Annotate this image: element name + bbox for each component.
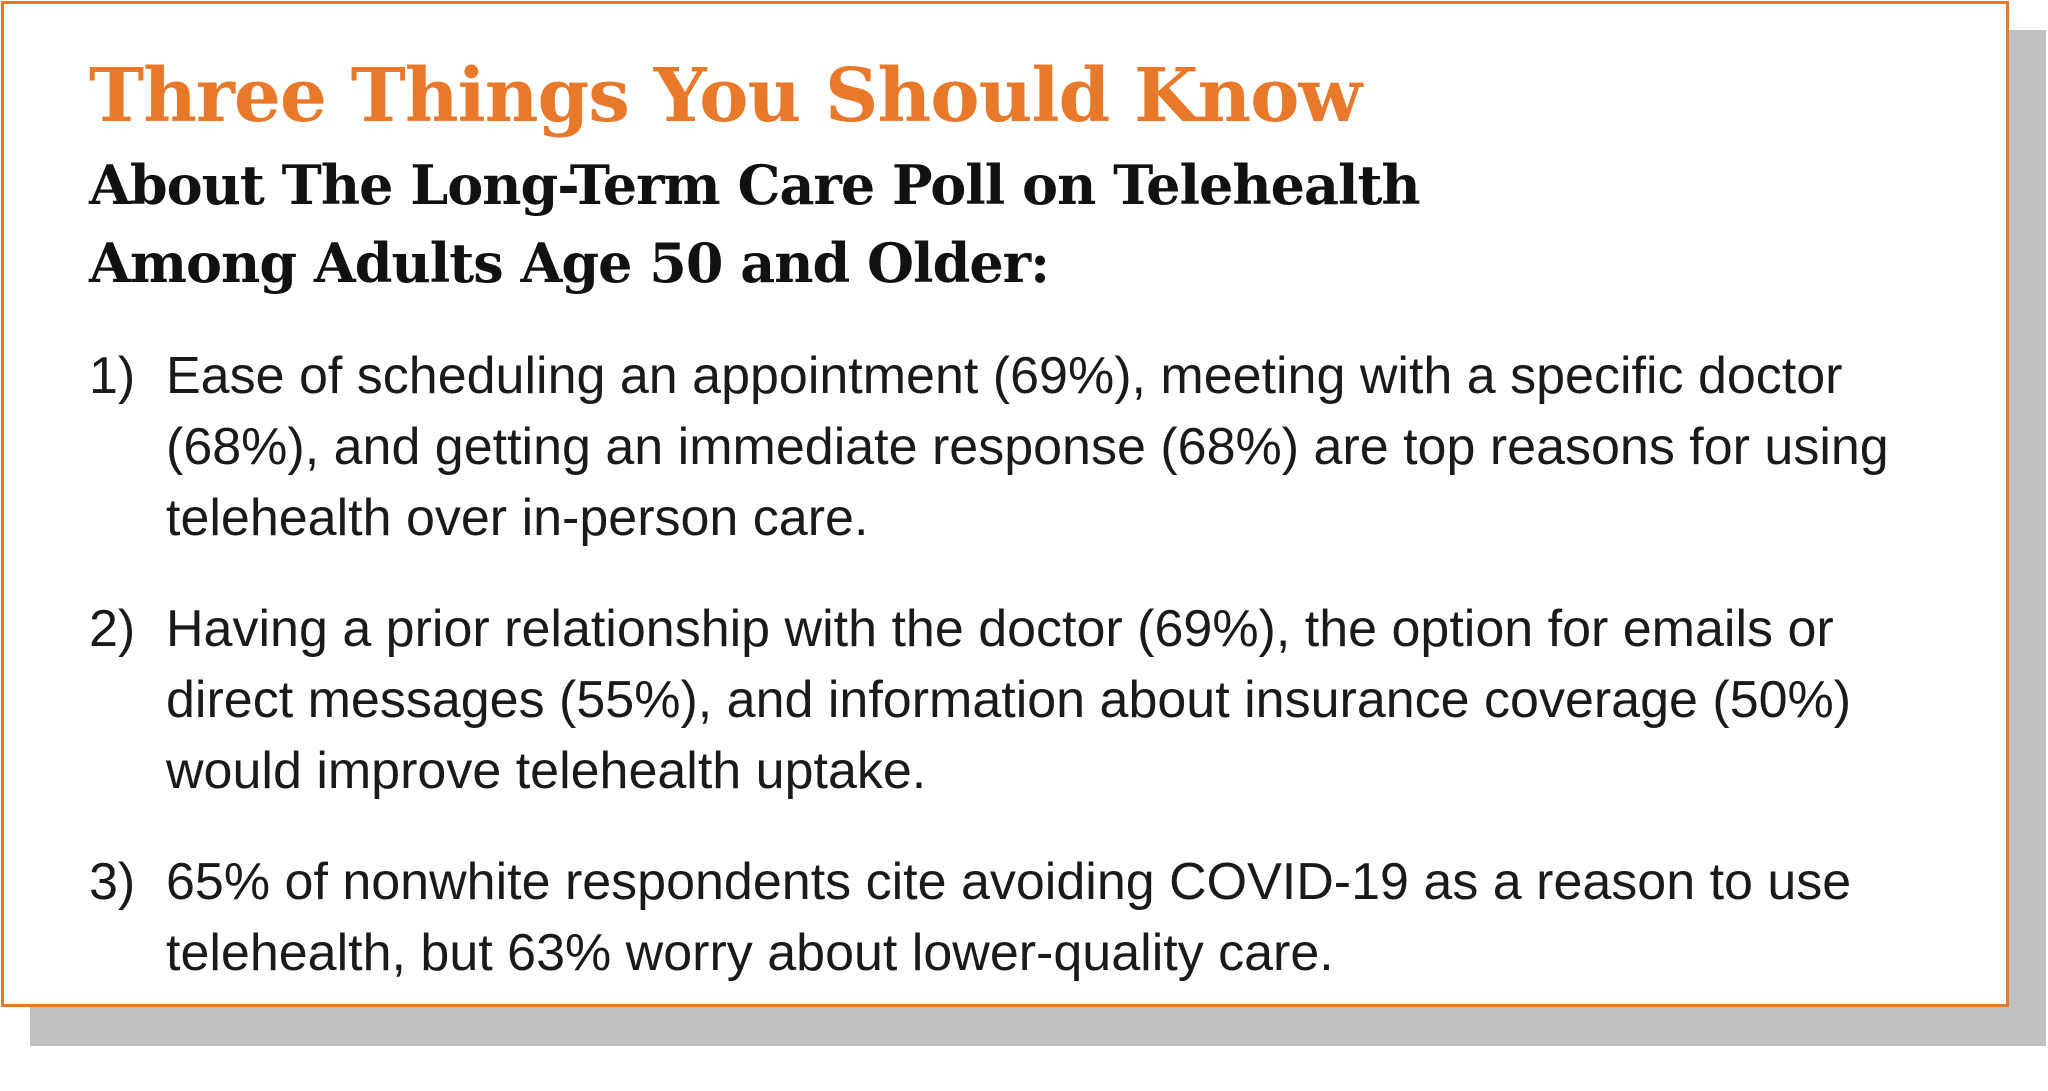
item-number: 3) <box>89 853 136 911</box>
list-item: 1) Ease of scheduling an appointment (69… <box>89 341 1989 554</box>
item-text-line: Having a prior relationship with the doc… <box>166 600 1834 658</box>
item-number: 1) <box>89 347 136 405</box>
item-text-line: (68%), and getting an immediate response… <box>166 418 1889 476</box>
subtitle-line: About The Long-Term Care Poll on Telehea… <box>89 153 1421 217</box>
item-text-line: direct messages (55%), and information a… <box>166 671 1852 729</box>
item-text: Ease of scheduling an appointment (69%),… <box>166 341 1989 554</box>
list-item: 2) Having a prior relationship with the … <box>89 594 1989 807</box>
info-card: Three Things You Should Know About The L… <box>1 1 2009 1007</box>
item-text-line: telehealth, but 63% worry about lower-qu… <box>166 924 1334 982</box>
item-text-line: 65% of nonwhite respondents cite avoidin… <box>166 853 1852 911</box>
item-text: 65% of nonwhite respondents cite avoidin… <box>166 847 1989 989</box>
card-subtitle: About The Long-Term Care Poll on Telehea… <box>89 146 1421 302</box>
item-text-line: telehealth over in-person care. <box>166 489 869 547</box>
item-text-line: Ease of scheduling an appointment (69%),… <box>166 347 1843 405</box>
list-item: 3) 65% of nonwhite respondents cite avoi… <box>89 847 1989 989</box>
card-title: Three Things You Should Know <box>89 53 1362 139</box>
item-text-line: would improve telehealth uptake. <box>166 742 927 800</box>
subtitle-line: Among Adults Age 50 and Older: <box>89 231 1050 295</box>
item-number: 2) <box>89 600 136 658</box>
item-text: Having a prior relationship with the doc… <box>166 594 1989 807</box>
